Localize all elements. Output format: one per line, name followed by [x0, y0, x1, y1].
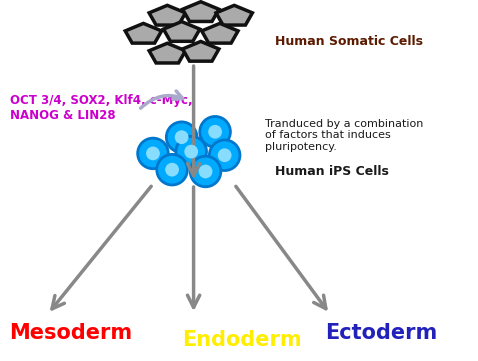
Ellipse shape	[190, 156, 221, 187]
Polygon shape	[163, 22, 200, 41]
FancyArrowPatch shape	[141, 91, 183, 108]
Ellipse shape	[185, 145, 198, 158]
Ellipse shape	[209, 140, 240, 170]
Polygon shape	[149, 43, 185, 63]
Ellipse shape	[176, 136, 206, 167]
Text: Endoderm: Endoderm	[182, 330, 301, 350]
Ellipse shape	[138, 138, 168, 169]
Polygon shape	[183, 42, 219, 61]
Text: Human iPS Cells: Human iPS Cells	[275, 165, 389, 178]
Ellipse shape	[208, 125, 222, 139]
Ellipse shape	[165, 163, 179, 177]
Ellipse shape	[157, 155, 187, 185]
Ellipse shape	[166, 122, 197, 152]
Polygon shape	[149, 5, 185, 25]
Text: Mesoderm: Mesoderm	[10, 323, 133, 343]
Ellipse shape	[218, 148, 231, 162]
Ellipse shape	[199, 165, 212, 178]
Text: Ectoderm: Ectoderm	[325, 323, 437, 343]
Ellipse shape	[146, 147, 160, 160]
Polygon shape	[125, 23, 162, 43]
Polygon shape	[216, 5, 252, 25]
Polygon shape	[183, 2, 219, 21]
Ellipse shape	[200, 117, 230, 147]
Text: OCT 3/4, SOX2, Klf4, c-Myc,
NANOG & LIN28: OCT 3/4, SOX2, Klf4, c-Myc, NANOG & LIN2…	[10, 94, 192, 122]
Text: Tranduced by a combination
of factors that induces
pluripotency.: Tranduced by a combination of factors th…	[265, 119, 424, 152]
Ellipse shape	[175, 130, 188, 144]
Polygon shape	[202, 23, 238, 43]
Text: Human Somatic Cells: Human Somatic Cells	[275, 35, 423, 48]
